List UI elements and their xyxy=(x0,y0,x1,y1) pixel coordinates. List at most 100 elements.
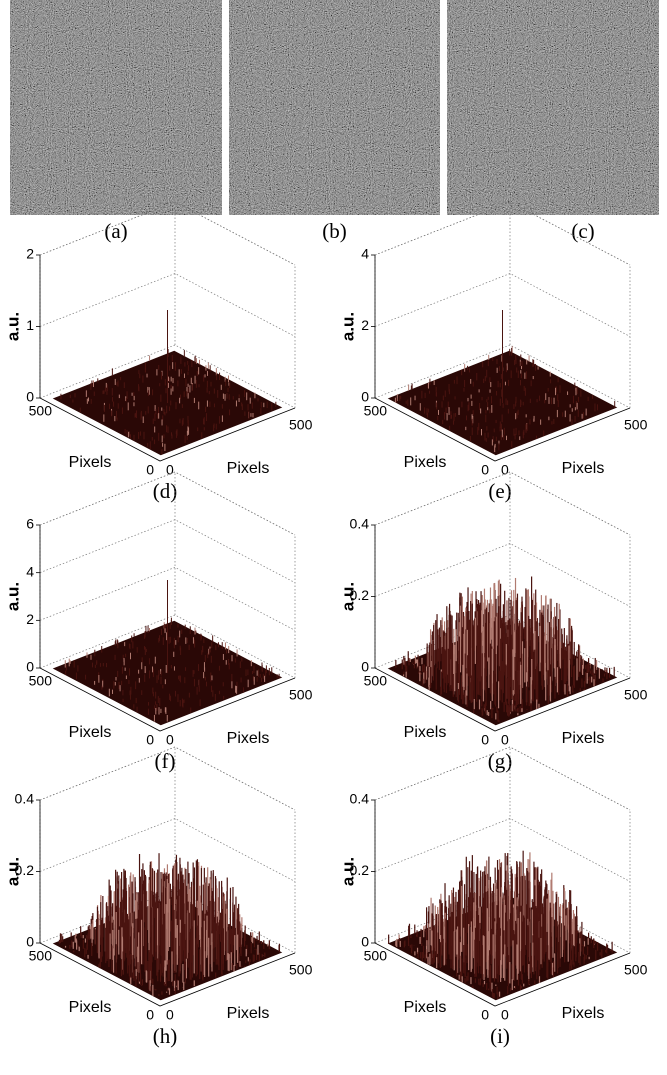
z-tick-label: 0.4 xyxy=(350,791,370,807)
grid-line xyxy=(39,344,296,409)
y-tick-label: 0 xyxy=(481,462,489,478)
z-tick-label: 0.2 xyxy=(15,862,35,878)
z-axis-label: a.u. xyxy=(338,582,357,611)
panel-caption: (h) xyxy=(153,1024,178,1048)
floor-axes xyxy=(39,942,296,1007)
y-axis-label: Pixels xyxy=(69,724,112,741)
floor-axes xyxy=(374,942,631,1007)
x-tick-label: 500 xyxy=(289,687,313,703)
y-tick-label: 500 xyxy=(29,948,53,964)
x-tick-label: 500 xyxy=(624,417,648,433)
x-axis-label: Pixels xyxy=(227,460,270,477)
y-tick-label: 500 xyxy=(364,403,388,419)
z-tick-label: 0 xyxy=(26,934,34,950)
y-tick-label: 0 xyxy=(146,1007,154,1023)
panel-caption: (c) xyxy=(571,219,594,243)
x-tick-label: 500 xyxy=(289,962,313,978)
z-tick-label: 2 xyxy=(361,317,369,333)
y-tick-label: 500 xyxy=(29,403,53,419)
z-tick-label: 0.4 xyxy=(15,791,35,807)
x-tick-label: 0 xyxy=(166,462,174,478)
x-tick-label: 500 xyxy=(624,687,648,703)
z-tick-label: 2 xyxy=(26,246,34,262)
panel-caption: (i) xyxy=(490,1024,510,1048)
y-axis-label: Pixels xyxy=(69,999,112,1016)
z-tick-label: 4 xyxy=(361,246,369,262)
grid-line xyxy=(374,746,631,811)
z-tick-label: 4 xyxy=(26,563,34,579)
y-axis-label: Pixels xyxy=(404,724,447,741)
x-tick-label: 500 xyxy=(289,417,313,433)
x-tick-label: 0 xyxy=(166,732,174,748)
x-tick-label: 0 xyxy=(501,462,509,478)
y-axis-label: Pixels xyxy=(404,454,447,471)
grid-line xyxy=(374,201,631,266)
grid-line xyxy=(39,614,296,679)
panel-caption: (f) xyxy=(155,749,176,773)
grid-line xyxy=(39,519,296,583)
panel-caption: (d) xyxy=(153,479,178,503)
z-tick-label: 2 xyxy=(26,611,34,627)
grid-line xyxy=(374,614,631,679)
x-axis-label: Pixels xyxy=(227,730,270,747)
x-axis-label: Pixels xyxy=(227,1005,270,1022)
grid-line xyxy=(374,543,631,607)
z-tick-label: 6 xyxy=(26,516,34,532)
noise-image xyxy=(447,0,659,215)
x-tick-label: 0 xyxy=(501,732,509,748)
z-tick-label: 0 xyxy=(361,659,369,675)
grid-line xyxy=(374,818,631,882)
x-axis-label: Pixels xyxy=(562,1005,605,1022)
y-tick-label: 500 xyxy=(364,673,388,689)
z-tick-label: 0.2 xyxy=(350,587,370,603)
grid-line xyxy=(39,273,296,337)
noise-image xyxy=(10,0,222,215)
grid-line xyxy=(374,344,631,409)
panel-caption: (a) xyxy=(104,219,127,243)
y-axis-label: Pixels xyxy=(404,999,447,1016)
z-tick-label: 0.2 xyxy=(350,862,370,878)
z-axis-label: a.u. xyxy=(3,582,22,611)
noise-image xyxy=(229,0,440,215)
grid-line xyxy=(39,566,296,631)
y-tick-label: 0 xyxy=(146,732,154,748)
floor-axes xyxy=(374,397,631,462)
y-tick-label: 0 xyxy=(481,1007,489,1023)
grid-line xyxy=(39,746,296,811)
x-tick-label: 0 xyxy=(166,1007,174,1023)
x-axis-label: Pixels xyxy=(562,730,605,747)
z-tick-label: 0 xyxy=(26,659,34,675)
y-tick-label: 500 xyxy=(29,673,53,689)
noise-image-panel: (a) xyxy=(10,0,222,243)
x-tick-label: 0 xyxy=(501,1007,509,1023)
x-tick-label: 500 xyxy=(624,962,648,978)
z-tick-label: 0 xyxy=(26,389,34,405)
noise-image-panel: (b) xyxy=(229,0,440,243)
z-axis-label: a.u. xyxy=(338,857,357,886)
z-axis-label: a.u. xyxy=(3,857,22,886)
grid-line xyxy=(39,818,296,882)
z-tick-label: 0.4 xyxy=(350,516,370,532)
floor-axes xyxy=(374,667,631,732)
z-tick-label: 0 xyxy=(361,934,369,950)
grid-line xyxy=(374,471,631,536)
z-tick-label: 0 xyxy=(361,389,369,405)
z-axis-label: a.u. xyxy=(338,312,357,341)
noise-image-panel: (c) xyxy=(447,0,659,243)
panel-caption: (b) xyxy=(322,219,347,243)
y-tick-label: 0 xyxy=(146,462,154,478)
panel-caption: (e) xyxy=(488,479,511,503)
floor-axes xyxy=(39,667,296,732)
x-axis-label: Pixels xyxy=(562,460,605,477)
y-tick-label: 0 xyxy=(481,732,489,748)
grid-line xyxy=(374,889,631,954)
grid-line xyxy=(39,471,296,536)
z-axis-label: a.u. xyxy=(3,312,22,341)
y-axis-label: Pixels xyxy=(69,454,112,471)
